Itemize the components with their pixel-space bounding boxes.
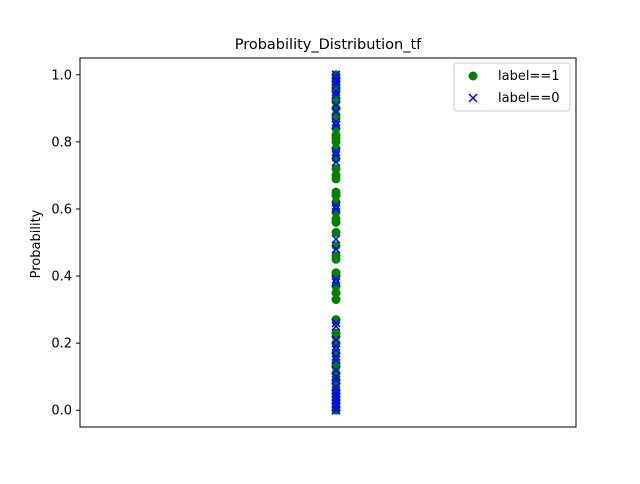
data-point-label-1 bbox=[331, 110, 341, 120]
legend-label-1: label==1 bbox=[498, 69, 560, 84]
data-point-label-1 bbox=[331, 144, 341, 154]
data-point-label-0 bbox=[331, 73, 341, 83]
data-point-label-1 bbox=[331, 154, 341, 164]
plot-area bbox=[79, 57, 577, 428]
data-point-label-0 bbox=[331, 150, 341, 160]
data-point-label-0 bbox=[331, 372, 341, 382]
data-point-label-0 bbox=[331, 147, 341, 157]
data-point-label-1 bbox=[331, 164, 341, 174]
legend-marker-label-1 bbox=[468, 71, 478, 81]
data-point-label-0 bbox=[331, 385, 341, 395]
data-point-label-1 bbox=[331, 207, 341, 217]
data-point-label-1 bbox=[331, 295, 341, 305]
data-point-label-1 bbox=[331, 358, 341, 368]
data-point-label-0 bbox=[331, 402, 341, 412]
data-point-label-0 bbox=[331, 278, 341, 288]
data-point-label-1 bbox=[331, 130, 341, 140]
data-point-label-1 bbox=[331, 251, 341, 261]
data-point-label-1 bbox=[331, 328, 341, 338]
series-layer bbox=[331, 70, 341, 415]
y-axis-label: Probability bbox=[29, 209, 44, 278]
data-point-label-0 bbox=[331, 204, 341, 214]
data-point-label-1 bbox=[331, 268, 341, 278]
chart-title: Probability_Distribution_tf bbox=[235, 37, 422, 53]
data-point-label-0 bbox=[331, 345, 341, 355]
y-tick-label: 0.4 bbox=[51, 270, 72, 285]
data-point-label-0 bbox=[331, 395, 341, 405]
data-point-label-1 bbox=[331, 197, 341, 207]
data-point-label-0 bbox=[331, 405, 341, 415]
data-point-label-1 bbox=[331, 315, 341, 325]
data-point-label-0 bbox=[331, 274, 341, 284]
data-point-label-1 bbox=[331, 103, 341, 113]
data-point-label-1 bbox=[331, 288, 341, 298]
data-point-label-0 bbox=[331, 392, 341, 402]
data-point-label-1 bbox=[331, 214, 341, 224]
data-point-label-0 bbox=[331, 120, 341, 130]
y-tick-label: 0.8 bbox=[51, 135, 72, 150]
data-point-label-1 bbox=[331, 170, 341, 180]
data-point-label-0 bbox=[331, 355, 341, 365]
legend-frame bbox=[453, 62, 571, 112]
data-point-label-1 bbox=[331, 338, 341, 348]
y-tick-label: 0.0 bbox=[51, 404, 72, 419]
data-point-label-0 bbox=[331, 398, 341, 409]
legend: label==1 label==0 bbox=[453, 62, 571, 112]
data-point-label-0 bbox=[331, 321, 341, 331]
y-tick-label: 1.0 bbox=[51, 68, 72, 83]
data-point-label-0 bbox=[331, 365, 341, 375]
data-point-label-0 bbox=[331, 375, 341, 385]
data-point-label-1 bbox=[331, 93, 341, 103]
legend-marker-label-0 bbox=[468, 93, 478, 103]
data-point-label-0 bbox=[331, 244, 341, 254]
data-point-label-1 bbox=[331, 241, 341, 251]
data-point-label-1 bbox=[331, 227, 341, 237]
series-label-0 bbox=[331, 70, 341, 415]
data-point-label-0 bbox=[331, 80, 341, 90]
data-point-label-1 bbox=[331, 123, 341, 133]
data-point-label-0 bbox=[331, 201, 341, 211]
legend-x-icon bbox=[468, 93, 478, 103]
data-point-label-0 bbox=[331, 87, 341, 97]
y-tick-label: 0.6 bbox=[51, 202, 72, 217]
data-point-label-0 bbox=[331, 157, 341, 167]
data-point-label-0 bbox=[331, 107, 341, 117]
data-point-label-0 bbox=[331, 100, 341, 110]
data-point-label-0 bbox=[331, 352, 341, 362]
data-point-label-0 bbox=[331, 388, 341, 398]
data-point-label-0 bbox=[331, 90, 341, 100]
data-point-label-1 bbox=[331, 187, 341, 197]
data-point-label-0 bbox=[331, 341, 341, 352]
y-tick-label: 0.2 bbox=[51, 337, 72, 352]
data-point-label-1 bbox=[331, 348, 341, 358]
data-point-label-1 bbox=[331, 368, 341, 378]
data-point-label-0 bbox=[331, 335, 341, 345]
data-point-label-0 bbox=[331, 70, 341, 80]
y-axis: 0.0 0.2 0.4 0.6 0.8 1.0 bbox=[51, 68, 80, 419]
legend-label-0: label==0 bbox=[498, 91, 560, 106]
data-point-label-0 bbox=[331, 117, 341, 127]
data-point-label-0 bbox=[331, 76, 341, 87]
data-point-label-0 bbox=[331, 234, 341, 244]
data-point-label-0 bbox=[331, 318, 341, 328]
data-point-label-0 bbox=[331, 382, 341, 392]
data-point-label-1 bbox=[331, 281, 341, 291]
